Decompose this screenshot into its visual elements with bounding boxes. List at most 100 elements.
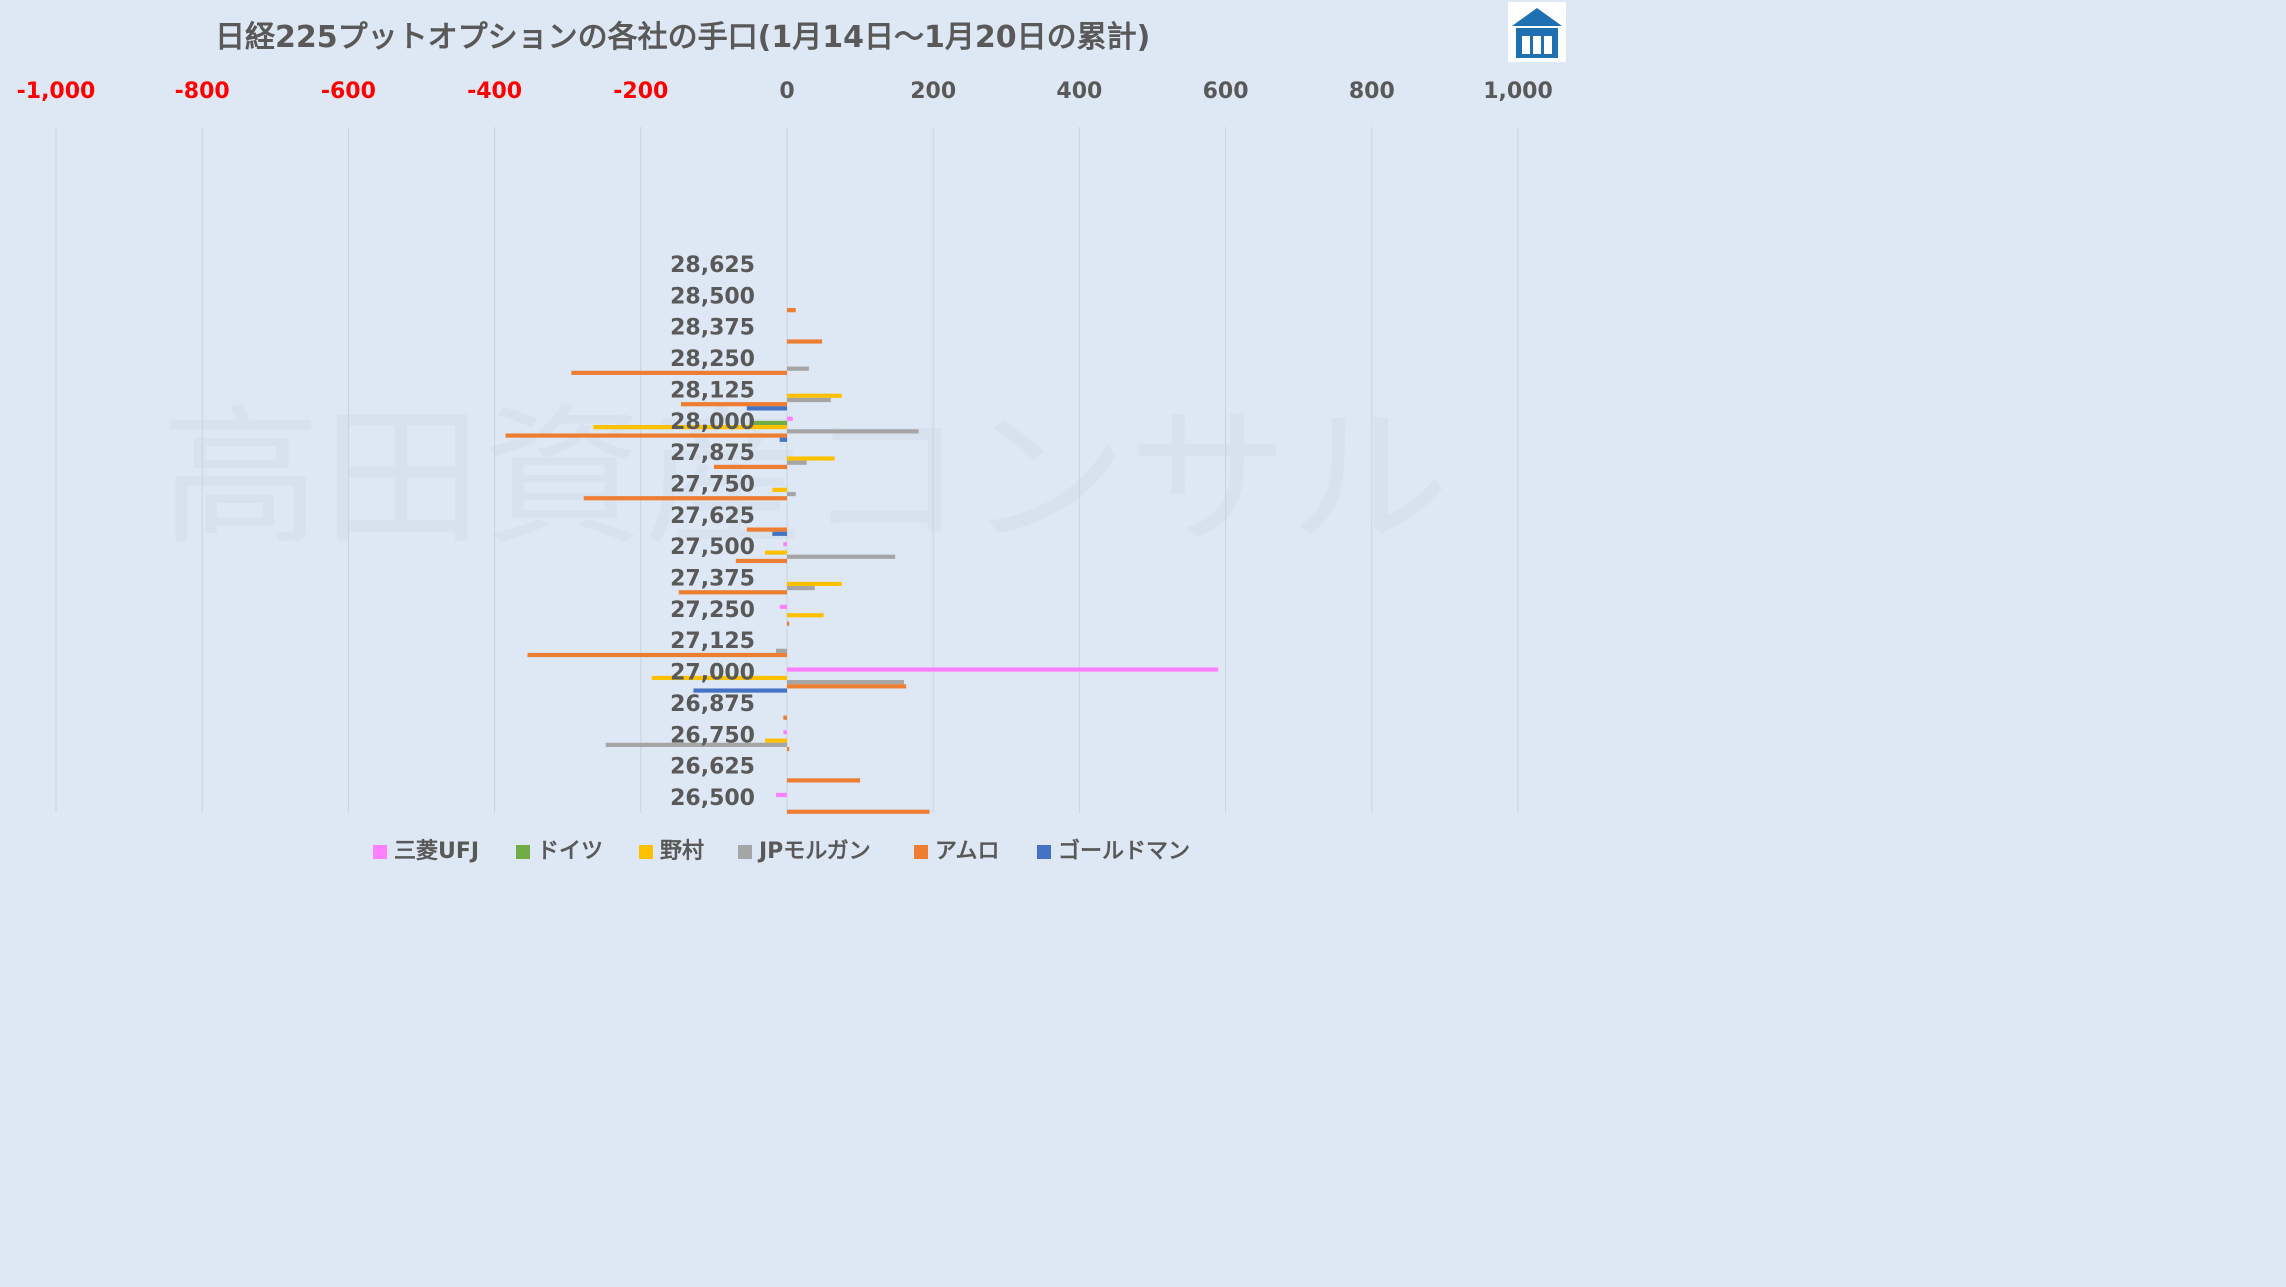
category-label: 26,500 (670, 786, 755, 811)
category-label: 27,750 (670, 472, 755, 497)
category-label: 26,750 (670, 723, 755, 748)
legend-swatch (516, 845, 530, 859)
bar (593, 425, 787, 430)
category-label: 27,875 (670, 441, 755, 466)
bar (787, 339, 823, 344)
bar (746, 527, 787, 532)
bar (735, 558, 787, 564)
x-tick-label: -1,000 (17, 79, 96, 104)
bar (787, 621, 790, 626)
x-tick-label: -200 (613, 79, 668, 104)
legend-label: ゴールドマン (1058, 838, 1190, 864)
bar-layer (505, 308, 1219, 814)
bar (746, 406, 787, 411)
category-label: 27,250 (670, 598, 755, 623)
bar (787, 366, 809, 371)
bar (678, 590, 787, 595)
bar (772, 531, 787, 536)
bar (713, 464, 787, 469)
legend-swatch (738, 845, 752, 859)
bar (779, 437, 787, 442)
bar (605, 742, 787, 747)
bar (787, 429, 919, 434)
logo-window-left (1522, 36, 1530, 54)
legend-swatch (1037, 845, 1051, 859)
legend-swatch (914, 845, 928, 859)
bar (583, 496, 787, 501)
x-tick-label: 800 (1349, 79, 1395, 104)
bar (787, 667, 1219, 672)
bar (787, 308, 796, 313)
bar (787, 393, 842, 398)
chart-title: 日経225プットオプションの各社の手口(1月14日〜1月20日の累計) (215, 20, 1150, 55)
bar (783, 542, 787, 547)
x-tick-label: -600 (321, 79, 376, 104)
bar (765, 738, 787, 743)
legend-label: ドイツ (537, 839, 603, 864)
logo-roof (1512, 8, 1562, 26)
bar (787, 746, 790, 752)
legend-swatch (373, 845, 387, 859)
category-label: 27,375 (670, 567, 755, 592)
category-label: 28,250 (670, 347, 755, 372)
logo (1508, 2, 1566, 62)
bar (787, 680, 904, 685)
x-tick-labels: -1,000 -800 -600 -400 -200 0 200 400 600 800 1,000 (17, 79, 1553, 104)
bar (783, 730, 787, 735)
legend: 三菱UFJ ドイツ 野村 JPモルガン アムロ ゴールドマン (373, 838, 1190, 864)
category-label: 28,125 (670, 378, 755, 403)
bar (783, 715, 787, 720)
category-label: 28,375 (670, 316, 755, 341)
legend-swatch (639, 845, 653, 859)
bar (787, 778, 861, 783)
x-tick-label: 600 (1203, 79, 1249, 104)
chart: 高田資産コンサル 日経225プットオプションの各社の手口(1月14日〜1月20日… (17, 2, 1566, 864)
category-label: 26,625 (670, 755, 755, 780)
logo-window-right (1544, 36, 1552, 54)
x-tick-label: 400 (1056, 79, 1102, 104)
bar (787, 554, 896, 559)
bar (571, 370, 787, 375)
category-label: 27,125 (670, 629, 755, 654)
category-label: 27,625 (670, 504, 755, 529)
bar (787, 684, 907, 689)
grid-layer (55, 127, 1519, 813)
bar (787, 581, 842, 586)
bar (787, 809, 930, 814)
bar (776, 648, 787, 653)
bar (787, 613, 824, 618)
bar (787, 397, 831, 403)
logo-window-center (1533, 36, 1541, 54)
legend-label: 三菱UFJ (394, 838, 479, 864)
bar (776, 792, 787, 798)
bar (505, 433, 787, 438)
category-label: 28,500 (670, 284, 755, 309)
watermark-text: 高田資産コンサル (160, 392, 1450, 566)
x-tick-label: -800 (175, 79, 230, 104)
bar (787, 586, 815, 591)
category-label: 27,500 (670, 535, 755, 560)
legend-label: 野村 (660, 839, 704, 864)
bar (693, 688, 787, 693)
bar (681, 402, 787, 407)
x-tick-label: -400 (467, 79, 522, 104)
bar (651, 675, 787, 681)
category-label: 26,875 (670, 692, 755, 717)
legend-label: JPモルガン (757, 839, 871, 864)
category-label: 28,000 (670, 410, 755, 435)
bar (787, 456, 835, 461)
bar (787, 491, 796, 497)
x-tick-label: 200 (910, 79, 956, 104)
category-label: 28,625 (670, 253, 755, 278)
bar (772, 487, 787, 492)
x-tick-label: 1,000 (1483, 79, 1553, 104)
bar (787, 416, 793, 421)
x-tick-label: 0 (779, 79, 794, 104)
bar (779, 604, 787, 609)
bar (527, 652, 787, 658)
bar (750, 420, 787, 426)
bar (787, 460, 807, 465)
category-labels: 28,625 28,500 28,375 28,250 28,125 28,000 27,8… (670, 253, 755, 811)
legend-label: アムロ (935, 839, 999, 864)
bar (765, 550, 787, 555)
